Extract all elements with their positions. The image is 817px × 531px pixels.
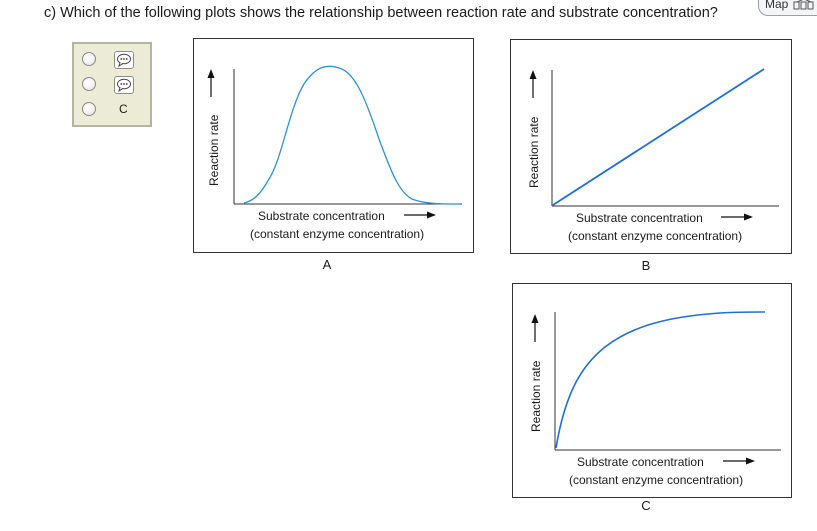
panel-letter-a: A [322,257,332,272]
saturating-curve [555,311,766,449]
speech-bubble-chip[interactable] [114,51,134,69]
y-axis-label: Reaction rate [529,360,543,432]
answer-option-label[interactable]: C [119,102,128,116]
speech-bubble-icon [117,53,131,68]
x-axis-arrow-icon [404,211,436,219]
y-axis-arrow-icon [529,70,537,98]
question-text: c) Which of the following plots shows th… [44,5,718,21]
plot-panel-c[interactable]: Reaction rate Substrate concentration (c… [512,283,792,498]
map-label: Map [765,0,789,11]
radio-button[interactable] [82,52,96,66]
y-axis-label: Reaction rate [527,116,541,188]
radio-button[interactable] [82,102,96,116]
answer-options-box: C [72,42,152,127]
plot-b-svg [529,68,779,221]
y-axis-arrow-icon [207,69,215,97]
answer-option-1[interactable] [82,51,148,71]
panel-letter-c: C [641,498,651,513]
radio-button[interactable] [82,77,96,91]
map-button[interactable]: Map [758,0,817,16]
speech-bubble-chip[interactable] [114,76,134,94]
panel-letter-b: B [641,258,651,273]
x-axis-sublabel: (constant enzyme concentration) [568,229,743,243]
plot-c-svg [531,311,781,465]
plot-panel-a[interactable]: Reaction rate Substrate concentration (c… [193,38,474,253]
linear-line [552,68,765,206]
x-axis-label: Substrate concentration [576,211,703,225]
x-axis-sublabel: (constant enzyme concentration) [569,473,744,487]
bell-curve [243,65,461,205]
x-axis-arrow-icon [721,213,753,221]
answer-option-2[interactable] [82,76,148,96]
y-axis-label: Reaction rate [207,114,221,186]
y-axis-arrow-icon [531,314,539,342]
plot-panel-b[interactable]: Reaction rate Substrate concentration (c… [510,39,792,254]
grid-icon [793,0,815,14]
speech-bubble-icon [117,78,131,93]
x-axis-arrow-icon [723,457,755,465]
x-axis-label: Substrate concentration [258,209,385,223]
answer-option-3[interactable]: C [82,101,148,121]
x-axis-label: Substrate concentration [577,455,704,469]
x-axis-sublabel: (constant enzyme concentration) [250,227,425,241]
plot-a-svg [207,65,462,219]
